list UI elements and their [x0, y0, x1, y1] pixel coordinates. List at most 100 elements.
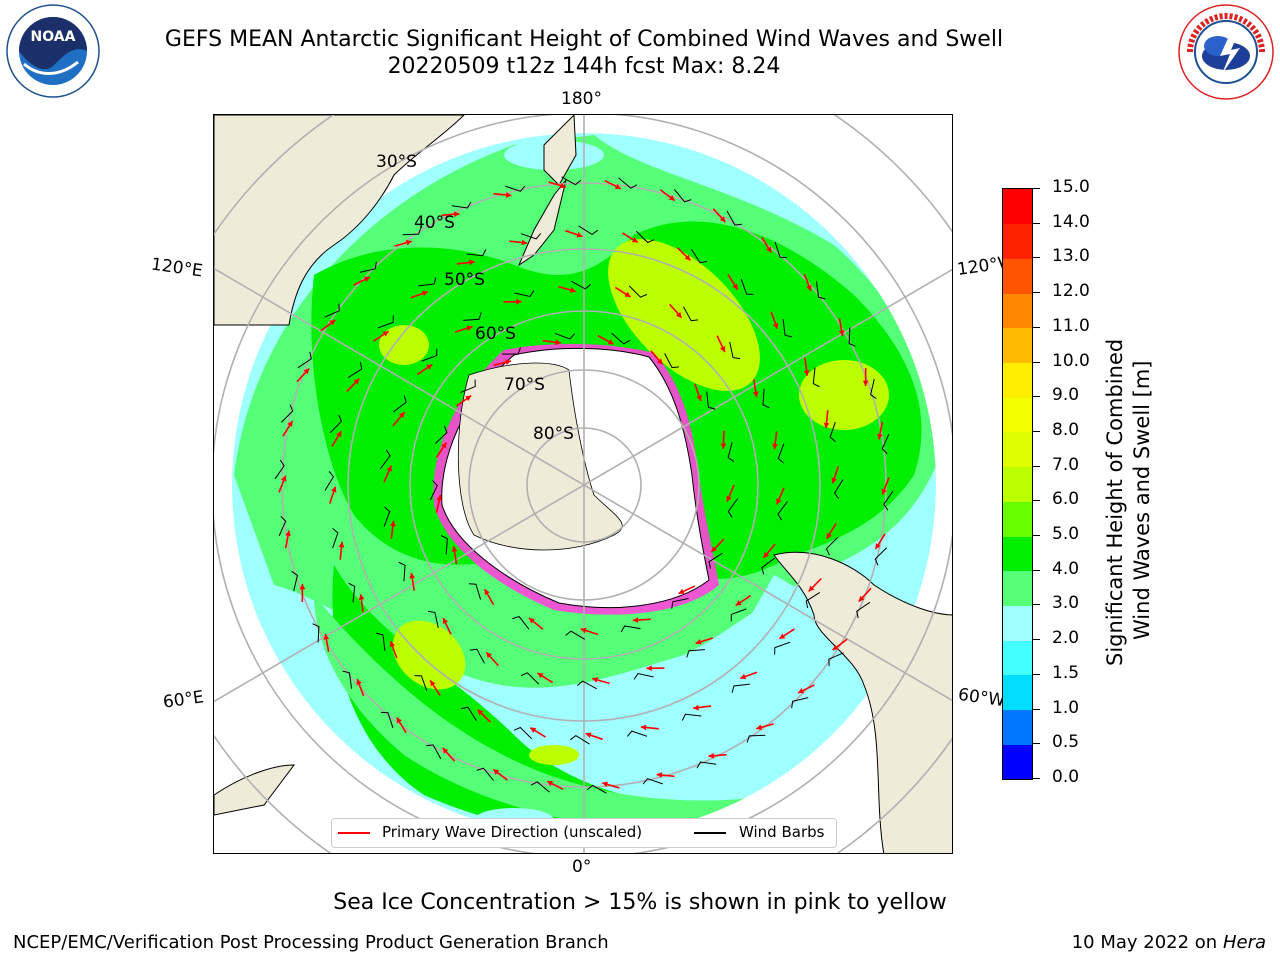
wave-arrowhead	[695, 639, 702, 645]
wind-barb	[435, 425, 448, 444]
wave-direction-arrows	[274, 176, 894, 794]
wave-arrowhead	[493, 769, 500, 775]
wave-arrowhead	[624, 291, 631, 297]
colorbar-tick-mark	[1033, 500, 1040, 502]
lat-label-50s: 50°S	[444, 270, 485, 290]
wind-barb	[463, 312, 482, 321]
wave-arrowhead	[336, 431, 342, 438]
wind-barb	[626, 730, 648, 737]
wave-arrowhead	[477, 709, 484, 716]
wave-arrowhead	[576, 232, 583, 238]
wave-arrowhead	[632, 617, 639, 623]
wind-barb	[870, 378, 877, 400]
wind-barb	[297, 351, 312, 369]
colorbar-segment	[1003, 674, 1032, 711]
wave-arrowhead	[720, 443, 727, 449]
wind-barb	[856, 601, 871, 619]
wave-arrowhead	[530, 727, 537, 733]
wave-arrowhead	[776, 498, 782, 505]
new-zealand-north	[543, 115, 577, 186]
wave-arrowhead	[505, 192, 512, 198]
wind-barb	[833, 479, 844, 500]
wind-barb	[429, 480, 438, 501]
wind-barb	[611, 332, 631, 345]
wave-arrowhead	[285, 530, 291, 537]
wind-barb	[727, 498, 739, 518]
lat-label-30s: 30°S	[376, 152, 417, 172]
wave-arrowhead	[436, 494, 443, 501]
wind-barb	[377, 315, 394, 329]
colorbar-tick-mark	[1033, 708, 1040, 710]
wave-arrowhead	[329, 319, 336, 326]
wind-barb	[451, 201, 472, 209]
land-masses	[214, 115, 952, 853]
wave-arrowhead	[559, 182, 566, 189]
colorbar-segment	[1003, 744, 1032, 780]
wave-arrowhead	[719, 216, 726, 223]
wave-arrowhead	[466, 325, 473, 331]
colorbar-tick-mark	[1033, 743, 1040, 745]
wave-arrowhead	[806, 285, 812, 291]
wave-arrowhead	[877, 433, 883, 440]
colorbar-tick-mark	[1033, 361, 1040, 363]
lon-label-120e: 120°E	[149, 254, 204, 282]
colorbar-segment	[1003, 640, 1032, 676]
lat-label-80s: 80°S	[533, 424, 574, 444]
wave-arrowhead	[580, 627, 587, 634]
wind-barb	[729, 341, 741, 360]
wave-arrowhead	[676, 311, 682, 318]
wave-arrowhead	[631, 237, 638, 243]
wind-barb	[761, 557, 775, 575]
wind-barb	[774, 241, 788, 259]
wave-arrowhead	[862, 380, 869, 387]
antarctica	[433, 343, 719, 615]
wind-barb	[883, 490, 894, 511]
wave-arrowhead	[711, 546, 718, 553]
wave-arrowhead	[442, 747, 449, 754]
wave-arrowhead	[338, 541, 345, 548]
wind-barb	[312, 623, 320, 643]
colorbar-segment	[1003, 536, 1032, 572]
wind-barb	[881, 433, 890, 455]
wave-arrowhead	[779, 633, 786, 639]
wind-barb	[848, 327, 856, 347]
wave-arrowhead	[772, 322, 779, 329]
south-america	[773, 551, 952, 853]
producer-credit: NCEP/EMC/Verification Post Processing Pr…	[13, 932, 609, 953]
map-panel	[213, 114, 953, 854]
wind-barb	[561, 176, 582, 186]
colorbar	[1002, 188, 1033, 780]
colorbar-tick-mark	[1033, 639, 1040, 641]
colorbar-tick-label: 9.0	[1052, 385, 1080, 406]
wave-arrowhead	[656, 772, 663, 778]
wind-barb	[440, 535, 448, 555]
wind-barb	[380, 711, 394, 729]
wave-arrowhead	[766, 246, 772, 253]
wave-arrowhead	[607, 339, 614, 345]
wind-barb	[393, 395, 407, 413]
wave-arrowhead	[303, 368, 310, 375]
colorbar-segment	[1003, 258, 1032, 294]
colorbar-tick-mark	[1033, 604, 1040, 606]
lon-label-60e: 60°E	[161, 687, 206, 713]
host-name: Hera	[1222, 932, 1266, 953]
colorbar-segment	[1003, 293, 1032, 329]
colorbar-tick-label: 11.0	[1052, 315, 1090, 336]
wave-arrowhead	[451, 546, 458, 552]
wave-arrowhead	[614, 183, 621, 190]
lon-label-0: 0°	[572, 857, 592, 877]
wave-arrowhead	[592, 677, 599, 683]
wave-arrowhead	[281, 475, 287, 482]
colorbar-tick-label: 2.0	[1052, 628, 1080, 649]
wave-arrowhead	[772, 443, 778, 450]
colorbar-segment	[1003, 431, 1032, 468]
wind-barb	[706, 391, 716, 410]
wind-barb	[460, 379, 476, 394]
colorbar-segment	[1003, 397, 1032, 433]
colorbar-tick-mark	[1033, 535, 1040, 537]
colorbar-segment	[1003, 605, 1032, 641]
wave-arrowhead	[299, 583, 306, 590]
map-svg	[214, 115, 952, 853]
colorbar-tick-label: 15.0	[1052, 177, 1090, 197]
wave-arrowhead	[752, 391, 759, 398]
